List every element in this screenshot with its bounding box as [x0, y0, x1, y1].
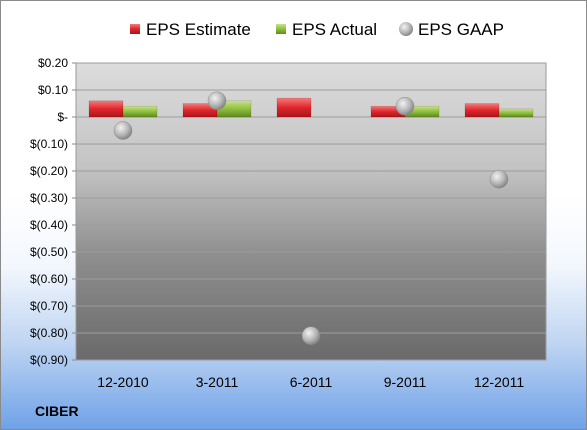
x-tick-label: 3-2011: [196, 374, 239, 390]
y-tick-label: $(0.70): [30, 299, 68, 313]
point-eps-gaap: [395, 96, 415, 116]
y-tick-label: $-: [57, 110, 68, 124]
x-tick-label: 12-2011: [474, 374, 525, 390]
bar-eps-estimate: [88, 100, 124, 118]
point-eps-gaap: [207, 91, 227, 111]
bar-eps-actual: [122, 105, 158, 118]
x-axis: 12-2010 3-2011 6-2011 9-2011 12-2011: [97, 374, 524, 390]
legend-swatch-estimate: [130, 24, 140, 34]
y-tick-label: $(0.90): [30, 353, 68, 367]
gaap-points: [113, 91, 509, 345]
bar-eps-estimate: [276, 97, 312, 118]
x-tick-label: 12-2010: [97, 374, 149, 390]
legend-label-estimate: EPS Estimate: [146, 20, 251, 39]
gridlines: [76, 62, 546, 361]
legend-item-actual: EPS Actual: [276, 20, 377, 39]
y-tick-label: $(0.50): [30, 245, 68, 259]
legend-marker-gaap: [399, 22, 413, 36]
legend-label-gaap: EPS GAAP: [418, 20, 504, 39]
y-tick-label: $(0.20): [30, 164, 68, 178]
company-name: CIBER: [35, 403, 79, 419]
y-tick-label: $0.20: [38, 56, 68, 70]
legend-item-estimate: EPS Estimate: [130, 20, 251, 39]
legend-item-gaap: EPS GAAP: [399, 20, 504, 39]
point-eps-gaap: [113, 121, 133, 140]
y-tick-label: $(0.30): [30, 191, 68, 205]
legend-label-actual: EPS Actual: [292, 20, 377, 39]
bar-eps-estimate: [464, 103, 500, 118]
x-tick-label: 6-2011: [290, 374, 333, 390]
y-tick-label: $(0.80): [30, 326, 68, 340]
y-tick-label: $(0.40): [30, 218, 68, 232]
x-tick-label: 9-2011: [384, 374, 427, 390]
y-tick-label: $(0.60): [30, 272, 68, 286]
point-eps-gaap: [489, 169, 509, 189]
bars: [88, 97, 534, 118]
y-axis: $0.20 $0.10 $- $(0.10) $(0.20) $(0.30) $(0.40)…: [30, 56, 76, 367]
point-eps-gaap: [301, 326, 321, 345]
legend-swatch-actual: [276, 24, 286, 34]
legend: EPS Estimate EPS Actual EPS GAAP: [130, 20, 504, 39]
y-tick-label: $0.10: [38, 83, 68, 97]
bar-eps-actual: [498, 108, 534, 118]
y-tick-label: $(0.10): [30, 137, 68, 151]
